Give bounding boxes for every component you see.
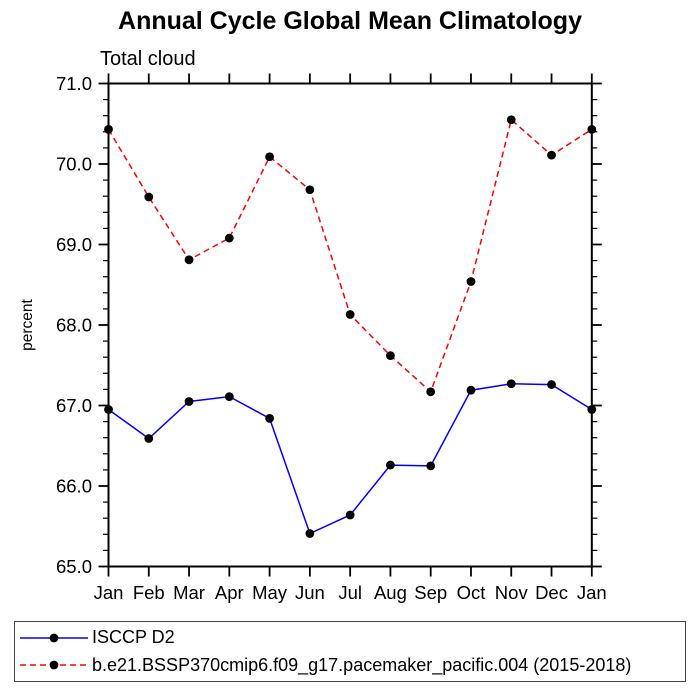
x-tick-label: Dec: [535, 582, 568, 603]
data-point-marker-1: [224, 233, 234, 243]
data-point-marker-0: [386, 460, 395, 470]
data-point-marker-1: [184, 255, 194, 265]
data-point-marker-0: [265, 413, 274, 423]
x-tick-label: Feb: [133, 582, 165, 603]
y-tick-label: 67.0: [56, 395, 92, 416]
x-tick-label: Mar: [173, 582, 205, 603]
y-tick-label: 69.0: [56, 234, 92, 255]
data-point-marker-0: [466, 385, 476, 395]
legend-label-isccp: ISCCP D2: [92, 627, 175, 648]
legend-sample-model: [20, 660, 88, 670]
y-tick-label: 66.0: [56, 476, 92, 497]
data-point-marker-1: [265, 152, 274, 162]
data-point-marker-0: [305, 529, 315, 538]
data-point-marker-0: [547, 380, 556, 389]
x-tick-label: Jun: [295, 582, 325, 603]
chart-title: Annual Cycle Global Mean Climatology: [118, 7, 582, 35]
y-tick-label: 70.0: [56, 154, 92, 175]
data-point-marker-1: [506, 115, 516, 125]
data-point-marker-0: [506, 379, 516, 389]
x-tick-label: Jan: [94, 582, 124, 603]
series-line-1: [107, 118, 593, 394]
data-point-marker-1: [144, 192, 154, 202]
data-point-marker-0: [104, 405, 113, 414]
data-point-marker-1: [587, 124, 597, 134]
x-tick-label: Jan: [577, 582, 607, 603]
plot-area: percent Jan Feb Mar Apr May Jun Jul Aug Sep Oct No…: [19, 73, 607, 603]
legend-sample-marker: [49, 633, 59, 643]
data-point-marker-1: [426, 387, 436, 397]
x-tick-label: Apr: [215, 582, 244, 603]
data-point-marker-1: [466, 277, 476, 286]
plot-frame: [107, 82, 593, 568]
y-axis-title: percent: [19, 298, 36, 350]
legend-sample-isccp: [20, 633, 88, 643]
y-tick-label: 65.0: [56, 556, 92, 577]
data-point-marker-1: [305, 185, 315, 195]
data-point-marker-0: [345, 510, 355, 520]
x-tick-label: Aug: [374, 582, 407, 603]
data-point-marker-0: [144, 434, 154, 443]
legend-sample-marker: [49, 660, 59, 670]
x-tick-label: Oct: [457, 582, 486, 603]
data-point-marker-0: [426, 461, 436, 471]
data-point-marker-0: [587, 405, 597, 414]
data-point-marker-1: [345, 310, 355, 319]
legend-box: ISCCP D2 b.e21.BSSP370cmip6.f09_g17.pace…: [14, 621, 686, 682]
data-point-marker-0: [224, 392, 234, 402]
legend-label-model: b.e21.BSSP370cmip6.f09_g17.pacemaker_pac…: [92, 654, 632, 675]
x-tick-label: Sep: [414, 582, 447, 603]
x-tick-label: Nov: [495, 582, 529, 603]
data-point-marker-0: [184, 397, 194, 406]
chart-subtitle: Total cloud: [100, 48, 196, 70]
y-tick-label: 68.0: [56, 315, 92, 336]
y-tick-label: 71.0: [56, 73, 92, 94]
data-point-marker-1: [547, 150, 556, 160]
data-point-marker-1: [104, 124, 113, 134]
x-tick-label: May: [252, 582, 288, 603]
legend-item-model: b.e21.BSSP370cmip6.f09_g17.pacemaker_pac…: [18, 652, 685, 678]
legend-item-isccp: ISCCP D2: [18, 625, 685, 651]
data-point-marker-1: [386, 351, 395, 360]
x-tick-label: Jul: [338, 582, 362, 603]
